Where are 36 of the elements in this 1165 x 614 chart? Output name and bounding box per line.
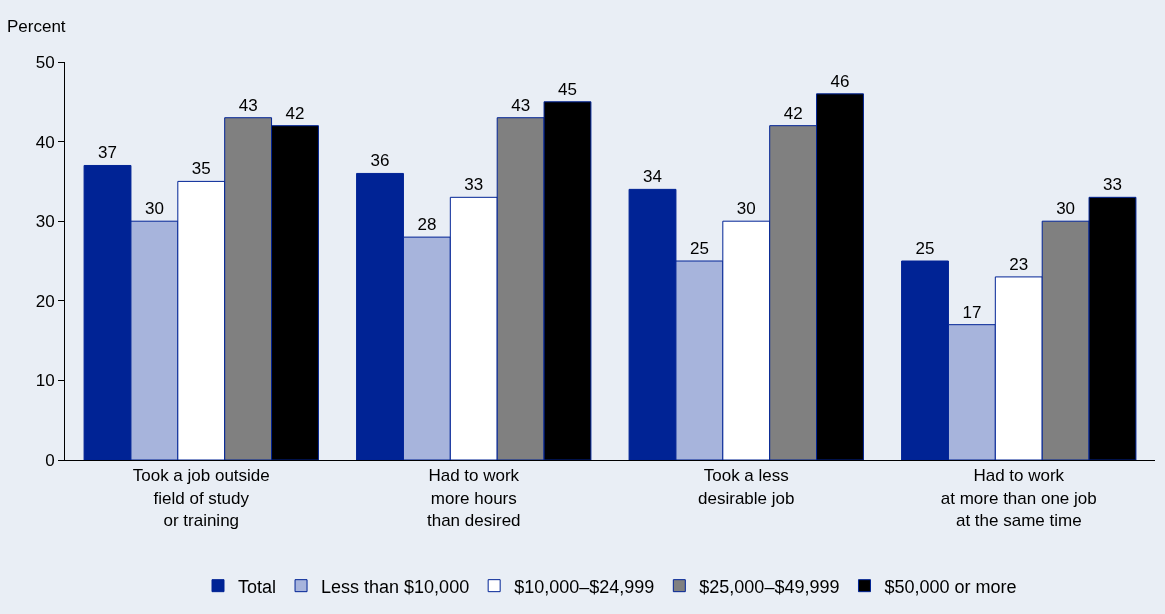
legend-label: $10,000–$24,999 [514, 576, 655, 597]
data-label: 43 [238, 95, 258, 115]
data-label: 42 [285, 103, 305, 123]
legend-label: $50,000 or more [884, 576, 1017, 597]
data-label: 25 [915, 239, 935, 258]
data-label: 42 [783, 103, 803, 123]
data-label: 45 [558, 79, 577, 99]
x-tick-label: Had to work at more than one job at the same time [940, 466, 1097, 530]
data-label: 35 [191, 159, 211, 179]
data-label: 33 [1103, 175, 1122, 195]
data-label: 25 [689, 239, 709, 258]
y-tick-label: 10 [35, 371, 55, 391]
y-tick-label: 50 [35, 52, 55, 72]
data-label: 28 [417, 215, 437, 235]
data-label: 30 [1056, 199, 1076, 219]
y-tick-label: 0 [45, 450, 55, 470]
data-label: 33 [464, 175, 484, 195]
data-label: 37 [98, 143, 117, 163]
x-tick-label: Took a job outside field of study or training [132, 466, 270, 530]
data-label: 43 [511, 95, 531, 115]
data-label: 23 [1009, 254, 1029, 274]
data-label: 46 [830, 71, 850, 91]
data-label: 34 [643, 167, 662, 187]
data-label: 30 [736, 199, 756, 219]
legend-label: $25,000–$49,999 [699, 576, 840, 597]
x-tick-label: Took a less desirable job [698, 466, 795, 508]
legend-label: Less than $10,000 [321, 576, 470, 597]
y-tick-label: 30 [35, 212, 55, 232]
y-tick-label: 20 [35, 291, 55, 311]
data-label: 30 [144, 199, 164, 219]
data-label: 36 [370, 151, 390, 171]
y-tick-label: 40 [35, 132, 55, 152]
x-tick-label: Had to work more hours than desired [426, 466, 521, 530]
data-label: 17 [962, 302, 982, 322]
y-axis-title: Percent [7, 17, 66, 36]
legend-label: Total [238, 576, 277, 597]
